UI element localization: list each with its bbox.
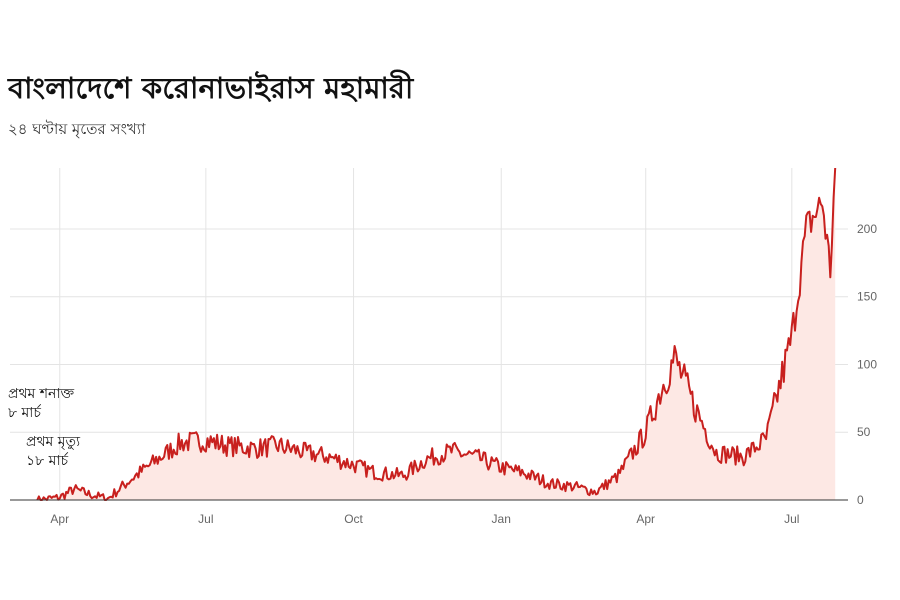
annotation-first-case-line2: ৮ মার্চ	[8, 404, 42, 421]
chart-title: বাংলাদেশে করোনাভাইরাস মহামারী	[8, 71, 414, 105]
x-tick-label: Oct	[344, 512, 363, 526]
x-tick-label: Jul	[198, 512, 213, 526]
annotation-first-death-line1: প্রথম মৃত্যু	[26, 434, 81, 450]
y-tick-label: 100	[857, 357, 877, 371]
annotation-first-death-line2: ১৮ মার্চ	[26, 452, 69, 469]
x-tick-label: Jan	[492, 512, 511, 526]
x-tick-label: Jul	[784, 512, 799, 526]
x-tick-label: Apr	[50, 512, 69, 526]
deaths-area	[37, 168, 836, 500]
x-tick-label: Apr	[636, 512, 655, 526]
y-tick-label: 50	[857, 425, 871, 439]
y-tick-label: 150	[857, 290, 877, 304]
y-tick-label: 0	[857, 493, 864, 507]
tick-labels: 0 50 100 150 200 Apr Jul Oct Jan Apr Jul	[50, 222, 877, 526]
y-tick-label: 200	[857, 222, 877, 236]
chart-subtitle: ২৪ ঘণ্টায় মৃতের সংখ্যা	[8, 120, 146, 138]
annotation-first-case-line1: প্রথম শনাক্ত	[8, 386, 74, 402]
deaths-line	[36, 167, 837, 501]
